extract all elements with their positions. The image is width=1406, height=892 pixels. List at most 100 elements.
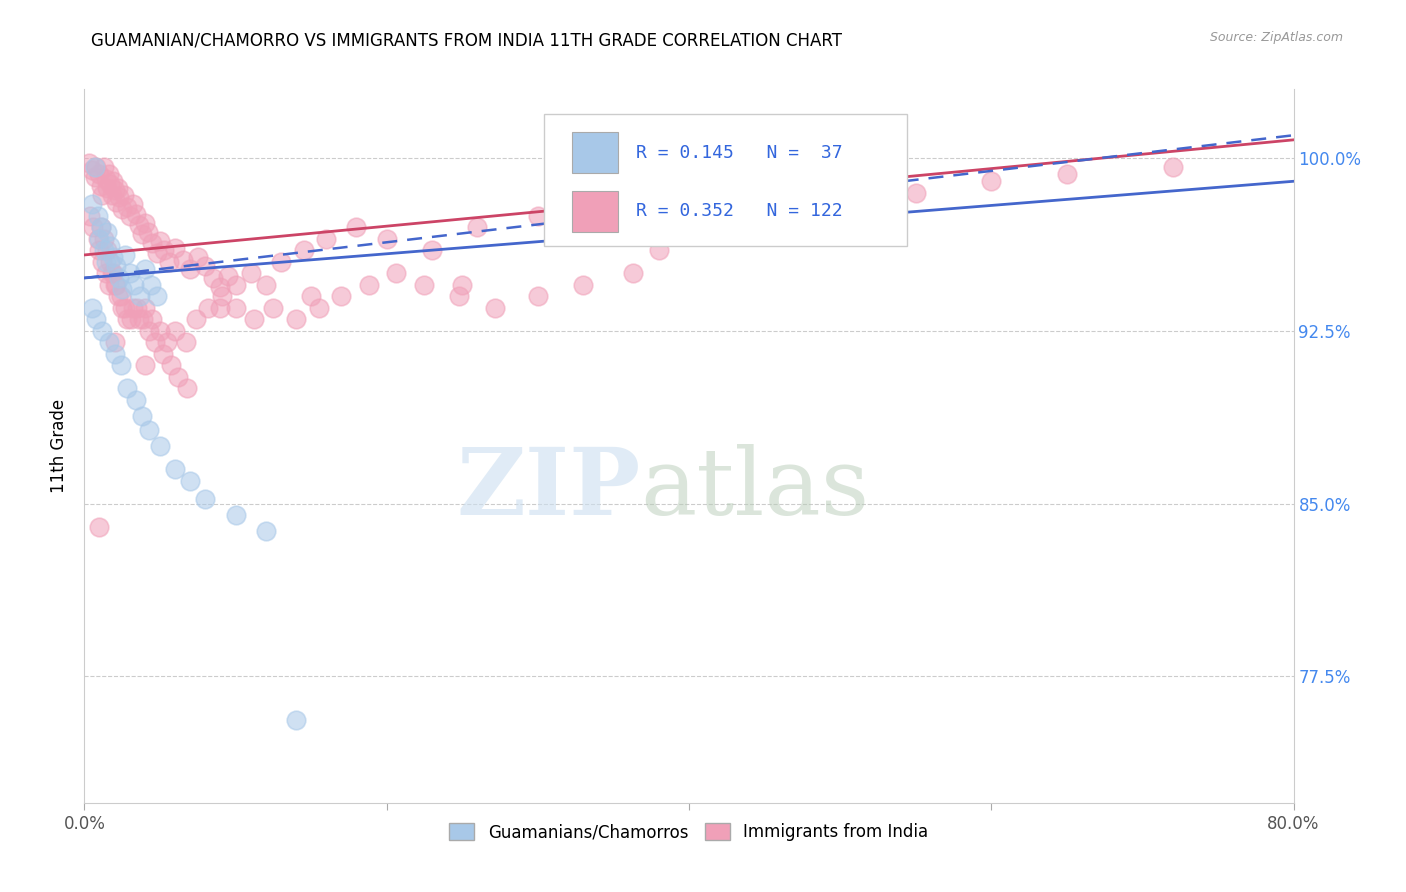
Point	[105, 260, 128, 274]
Point	[186, 312, 208, 326]
Point	[90, 178, 112, 193]
Point	[156, 335, 179, 350]
Text: atlas: atlas	[641, 444, 870, 533]
Point	[114, 248, 136, 262]
Text: R = 0.352   N = 122: R = 0.352 N = 122	[636, 202, 842, 220]
Point	[111, 283, 134, 297]
Point	[110, 359, 132, 373]
Point	[89, 167, 111, 181]
Point	[187, 250, 209, 264]
Point	[80, 162, 103, 177]
Point	[527, 209, 550, 223]
Point	[299, 289, 322, 303]
Point	[96, 244, 118, 258]
Point	[201, 271, 224, 285]
Point	[176, 381, 198, 395]
Point	[115, 381, 138, 395]
Point	[132, 312, 155, 326]
Point	[125, 206, 148, 220]
Point	[330, 289, 353, 303]
Point	[128, 218, 150, 232]
Point	[225, 508, 247, 522]
Point	[139, 277, 162, 292]
Point	[121, 197, 143, 211]
Point	[97, 335, 120, 350]
Point	[141, 236, 163, 251]
Point	[114, 301, 136, 315]
Point	[420, 244, 443, 258]
Point	[118, 209, 141, 223]
Point	[413, 277, 436, 292]
Point	[159, 359, 181, 373]
Point	[89, 232, 111, 246]
Point	[262, 301, 284, 315]
Point	[357, 277, 380, 292]
Point	[115, 200, 138, 214]
Point	[98, 238, 121, 252]
Point	[86, 312, 108, 326]
Point	[97, 277, 120, 292]
Point	[100, 266, 122, 280]
Point	[167, 370, 190, 384]
Point	[127, 301, 149, 315]
Point	[87, 232, 110, 246]
Point	[165, 241, 187, 255]
Point	[110, 289, 132, 303]
Point	[115, 312, 138, 326]
Point	[108, 271, 131, 285]
Point	[96, 181, 118, 195]
Point	[136, 225, 159, 239]
Text: GUAMANIAN/CHAMORRO VS IMMIGRANTS FROM INDIA 11TH GRADE CORRELATION CHART: GUAMANIAN/CHAMORRO VS IMMIGRANTS FROM IN…	[91, 31, 842, 49]
Point	[111, 202, 134, 216]
Point	[239, 266, 262, 280]
Point	[98, 255, 121, 269]
Point	[648, 244, 671, 258]
Point	[131, 227, 153, 242]
Point	[111, 301, 134, 315]
Point	[104, 335, 127, 350]
Point	[145, 335, 167, 350]
Point	[138, 324, 160, 338]
Point	[621, 266, 644, 280]
Point	[138, 423, 160, 437]
Point	[217, 268, 239, 283]
Point	[77, 156, 100, 170]
Text: R = 0.145   N =  37: R = 0.145 N = 37	[636, 144, 842, 161]
Point	[82, 220, 104, 235]
Point	[89, 519, 111, 533]
Point	[527, 289, 550, 303]
Point	[179, 474, 201, 488]
Point	[165, 324, 187, 338]
Point	[89, 244, 111, 258]
Point	[1056, 167, 1078, 181]
Point	[484, 301, 506, 315]
Point	[451, 277, 474, 292]
Point	[107, 289, 129, 303]
Point	[134, 359, 156, 373]
Point	[84, 169, 107, 184]
Point	[179, 261, 201, 276]
Point	[678, 186, 700, 200]
Point	[285, 312, 308, 326]
Point	[149, 324, 172, 338]
Point	[90, 220, 112, 235]
Y-axis label: 11th Grade: 11th Grade	[51, 399, 69, 493]
Point	[93, 161, 115, 175]
Legend: Guamanians/Chamorros, Immigrants from India: Guamanians/Chamorros, Immigrants from In…	[443, 816, 935, 848]
Bar	[572, 132, 617, 173]
Point	[101, 250, 124, 264]
Point	[152, 347, 174, 361]
Point	[315, 232, 337, 246]
Point	[904, 186, 927, 200]
Point	[128, 312, 150, 326]
Point	[80, 301, 103, 315]
Point	[96, 225, 118, 239]
Point	[79, 209, 101, 223]
Point	[125, 392, 148, 407]
Point	[172, 252, 194, 267]
Point	[254, 277, 277, 292]
Point	[254, 524, 277, 538]
Point	[120, 312, 142, 326]
Point	[830, 178, 852, 193]
Point	[449, 289, 471, 303]
